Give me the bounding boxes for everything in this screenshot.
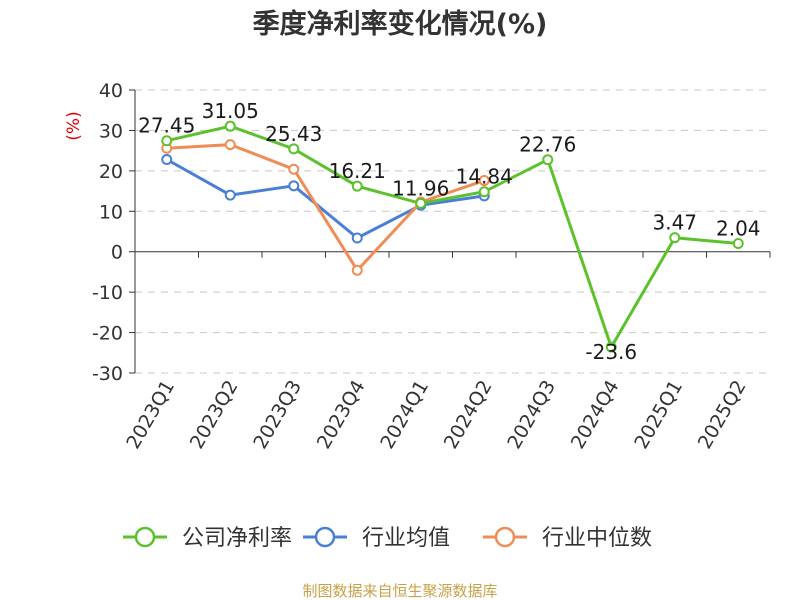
series-point-2 (478, 175, 490, 187)
y-tick-label: -30 (92, 363, 123, 385)
data-label: -23.6 (585, 340, 637, 364)
legend-label: 行业中位数 (542, 526, 652, 551)
series-point-0 (732, 237, 744, 249)
y-tick-label: -20 (92, 323, 123, 345)
series-lines (161, 120, 744, 353)
series-line-0 (166, 124, 739, 349)
series-point-0 (605, 341, 617, 353)
series-point-1 (224, 189, 236, 201)
x-tick-label: 2024Q2 (440, 377, 497, 453)
series-point-1 (161, 154, 173, 166)
legend-marker (494, 526, 516, 548)
series-point-0 (415, 197, 427, 209)
series-point-0 (161, 135, 173, 147)
y-tick-label: 40 (99, 80, 123, 102)
source-note: 制图数据来自恒生聚源数据库 (302, 582, 497, 600)
series-point-0 (478, 186, 490, 198)
chart-title: 季度净利率变化情况(%) (253, 8, 548, 40)
series-point-0 (542, 154, 554, 166)
y-tick-label: 10 (99, 201, 123, 223)
x-tick-label: 2023Q1 (122, 377, 179, 453)
legend-marker (314, 526, 336, 548)
data-label: 16.21 (329, 159, 386, 183)
data-label: 22.76 (519, 133, 576, 157)
data-label: 3.47 (652, 211, 697, 235)
legend: 公司净利率 行业均值 行业中位数 (123, 526, 652, 551)
y-tick-label: 30 (99, 120, 123, 142)
legend-marker (134, 526, 156, 548)
data-label: 2.04 (716, 216, 761, 240)
x-tick-label: 2023Q2 (186, 377, 243, 453)
series-point-0 (224, 120, 236, 132)
data-label: 31.05 (202, 99, 259, 123)
series-line-2 (166, 143, 485, 272)
series-point-0 (351, 180, 363, 192)
series-point-0 (669, 232, 681, 244)
series-line-1 (166, 158, 485, 240)
x-tick-label: 2025Q2 (694, 377, 751, 453)
legend-label: 行业均值 (362, 526, 450, 551)
series-point-2 (288, 163, 300, 175)
series-point-2 (351, 264, 363, 276)
legend-label: 公司净利率 (182, 526, 292, 551)
y-tick-label: 20 (99, 161, 123, 183)
data-label: 14.84 (456, 165, 513, 189)
x-tick-label: 2023Q3 (249, 377, 306, 453)
series-point-2 (224, 139, 236, 151)
x-tick-label: 2024Q4 (567, 377, 624, 453)
series-point-1 (288, 180, 300, 192)
y-tick-label: -10 (92, 282, 123, 304)
x-tick-label: 2024Q1 (376, 377, 433, 453)
y-unit-label: (%) (64, 111, 84, 140)
x-tick-label: 2024Q3 (503, 377, 560, 453)
series-point-0 (288, 143, 300, 155)
y-tick-label: 0 (111, 242, 123, 264)
x-tick-label: 2025Q1 (630, 377, 687, 453)
data-label: 11.96 (392, 176, 449, 200)
x-tick-label: 2023Q4 (313, 377, 370, 453)
data-label: 27.45 (138, 114, 195, 138)
data-label: 25.43 (265, 122, 322, 146)
series-point-1 (351, 232, 363, 244)
